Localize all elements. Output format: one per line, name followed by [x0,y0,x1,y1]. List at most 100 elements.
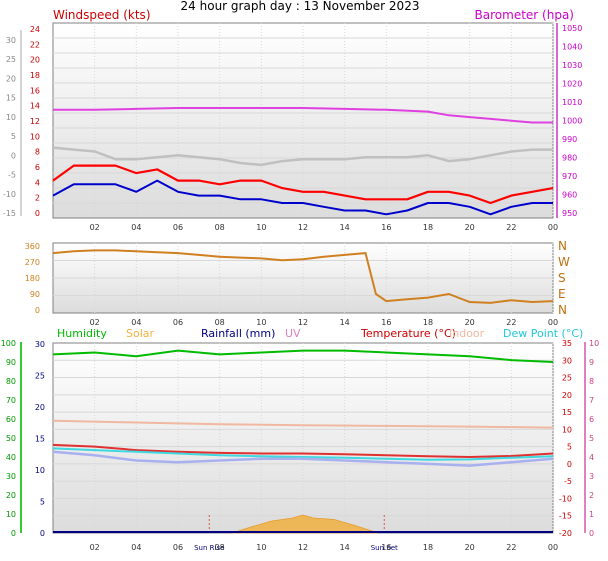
hour-tick-label: 06 [173,543,183,552]
series-line-barometer [53,107,553,124]
hour-tick-label: 18 [423,543,433,552]
temp-tick-label: 35 [562,339,572,348]
humidity-tick-label: 70 [6,396,16,405]
outer-tick-label: 20 [6,74,16,83]
humidity-tick-label: 50 [6,434,16,443]
wind-outer-axis: 30 25 20 15 10 5 0 -5 -10 -15 [3,30,22,218]
windspeed-label: Windspeed (kts) [53,8,151,22]
uv-tick-label: 8 [589,377,594,386]
uv-tick-label: 1 [589,510,594,519]
wind-tick-label: 18 [30,71,40,80]
direction-tick-label: 90 [30,290,40,299]
temp-plot-area [52,342,554,534]
humidity-tick-label: 0 [11,529,16,538]
barometer-tick-label: 1020 [562,80,582,89]
barometer-tick-label: 1000 [562,117,582,126]
hour-tick-label: 08 [215,318,225,327]
wind-tick-label: 4 [35,178,40,187]
hour-tick-label: 22 [506,543,516,552]
uv-tick-label: 3 [589,472,594,481]
series-line-temperature [52,443,554,458]
hour-tick-label: 04 [131,223,141,232]
series-line-direction [52,249,554,304]
hour-tick-label: 02 [90,223,100,232]
compass-label: N [558,239,567,253]
temp-legend: Humidity Solar Rainfall (mm) UV Temperature … [57,327,583,340]
direction-series [52,249,554,304]
hour-tick-label: 16 [381,318,391,327]
temp-tick-label: 5 [567,443,572,452]
series-line-humidity [52,349,554,363]
rain-tick-label: 0 [40,529,45,538]
outer-tick-label: 30 [6,36,16,45]
outer-tick-label: 10 [6,113,16,122]
barometer-tick-label: 1030 [562,61,582,70]
humidity-tick-label: 100 [1,339,16,348]
temp-tick-label: 15 [562,408,572,417]
hour-tick-label: 02 [90,318,100,327]
rainfall-axis: 30 25 20 15 10 5 0 [35,340,45,538]
uv-tick-label: 4 [589,453,594,462]
hour-tick-label: 00 [548,318,558,327]
hour-tick-label: 06 [173,223,183,232]
hour-tick-label: 00 [548,223,558,232]
hour-tick-label: 12 [298,223,308,232]
barometer-tick-label: 980 [562,154,577,163]
hour-tick-label: 16 [381,223,391,232]
wind-tick-label: 12 [30,117,40,126]
temp-tick-label: 0 [567,460,572,469]
temp-tick-label: -20 [559,529,572,538]
direction-tick-label: 180 [25,274,40,283]
legend-label: Dew Point (°C) [503,327,583,340]
uv-tick-label: 10 [589,339,599,348]
humidity-tick-label: 80 [6,377,16,386]
barometer-label: Barometer (hpa) [475,8,574,22]
uv-tick-label: 9 [589,358,594,367]
temp-panel: Humidity Solar Rainfall (mm) UV Temperature … [1,327,599,552]
temperature-axis: 35 30 25 20 15 10 5 0 -5 -10 -15 -20 [559,339,572,538]
hour-tick-label: 20 [465,223,475,232]
series-line-dewpoint [52,447,554,461]
uv-tick-label: 5 [589,434,594,443]
wind-tick-label: 10 [30,132,40,141]
legend-label: Indoor [449,327,485,340]
direction-tick-label: 270 [25,258,40,267]
hour-tick-label: 08 [215,223,225,232]
direction-tick-label: 360 [25,242,40,251]
humidity-tick-label: 90 [6,358,16,367]
rain-tick-label: 20 [35,403,45,412]
wind-tick-label: 24 [30,25,40,34]
humidity-tick-label: 10 [6,510,16,519]
hour-tick-label: 04 [131,318,141,327]
compass-label: W [558,255,570,269]
outer-tick-label: -5 [8,171,16,180]
outer-tick-label: -10 [3,190,16,199]
outer-tick-label: -15 [3,209,16,218]
rain-tick-label: 5 [40,498,45,507]
temp-tick-label: 30 [562,356,572,365]
uv-tick-label: 6 [589,415,594,424]
outer-tick-label: 0 [11,151,16,160]
temp-tick-label: -10 [559,494,572,503]
humidity-tick-label: 60 [6,415,16,424]
hour-tick-label: 08 [215,543,225,552]
temp-tick-label: 20 [562,391,572,400]
legend-label: Temperature (°C) [360,327,456,340]
hour-tick-label: 00 [548,543,558,552]
wind-tick-label: 8 [35,148,40,157]
legend-label: UV [285,327,301,340]
wind-tick-label: 0 [35,209,40,218]
wind-tick-label: 2 [35,194,40,203]
direction-x-axis: 02 04 06 08 10 12 14 16 18 20 22 00 [90,318,559,327]
rain-tick-label: 30 [35,340,45,349]
page-title: 24 hour graph day : 13 November 2023 [181,0,420,13]
legend-label: Rainfall (mm) [201,327,275,340]
barometer-tick-label: 950 [562,209,577,218]
